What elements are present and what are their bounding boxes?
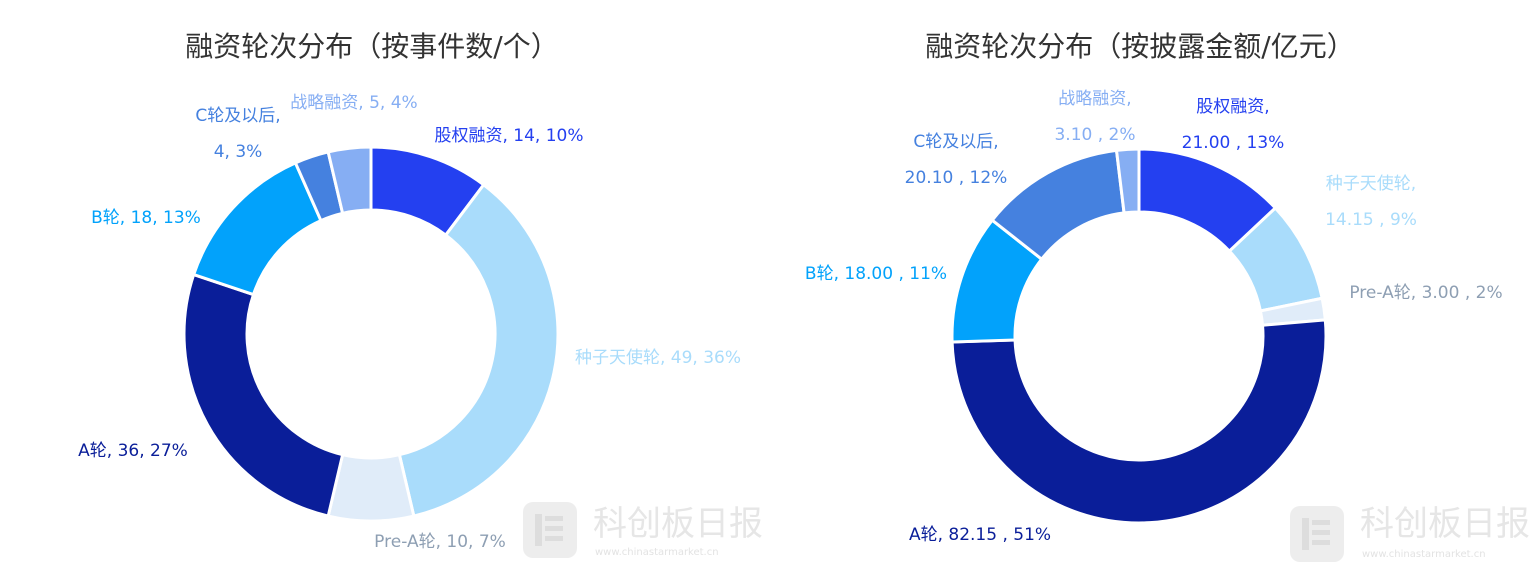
slice-label: C轮及以后, 20.10 , 12% (905, 132, 1008, 188)
slices (950, 147, 1328, 525)
slice-label: 股权融资, 14, 10% (434, 126, 583, 146)
watermark-url: www.chinastarmarket.cn (1362, 549, 1486, 560)
slice-label: B轮, 18.00 , 11% (805, 264, 947, 284)
watermark-text: 科创板日报 (593, 504, 763, 544)
slice-label: Pre-A轮, 3.00 , 2% (1349, 283, 1502, 303)
slice-A轮 (950, 318, 1328, 525)
slice-战略融资 (326, 145, 373, 216)
slice-战略融资 (1114, 147, 1141, 215)
slice-label: 种子天使轮, 49, 36% (575, 347, 741, 368)
slices (182, 145, 560, 523)
slice-label: A轮, 82.15 , 51% (909, 525, 1051, 545)
slice-labels: 股权融资, 21.00 , 13% 种子天使轮, 14.15 , 9% Pre-A轮, … (805, 89, 1503, 545)
chart-title: 融资轮次分布（按披露金额/亿元） (925, 30, 1354, 63)
donut-chart-by-amount: 融资轮次分布（按披露金额/亿元） 股权融资, 21.00 , 13% 种子天使轮, 1… (805, 30, 1503, 545)
slice-label: A轮, 36, 27% (78, 441, 188, 461)
watermark: 科创板日报 www.chinastarmarket.cn (523, 502, 763, 558)
slice-label: 股权融资, 21.00 , 13% (1182, 97, 1285, 153)
slice-label: 种子天使轮, 14.15 , 9% (1325, 173, 1417, 230)
watermark-text: 科创板日报 (1360, 504, 1530, 544)
slice-label: Pre-A轮, 10, 7% (374, 532, 506, 552)
slice-label: B轮, 18, 13% (91, 208, 201, 228)
watermark: www.chinastarmarket.cn 科创板日报 www.chinast… (1290, 504, 1530, 562)
slice-label: C轮及以后, 4, 3% (195, 106, 280, 162)
slice-label: 战略融资, 5, 4% (290, 93, 417, 113)
slice-A轮 (182, 272, 345, 518)
slice-种子天使轮 (397, 182, 560, 518)
donut-chart-by-count: 融资轮次分布（按事件数/个） 股权融资, 14, 10% 种子天使轮, 49, 3… (78, 30, 741, 552)
slice-B轮 (191, 160, 323, 297)
chart-title: 融资轮次分布（按事件数/个） (185, 30, 558, 63)
slice-label: 战略融资, 3.10 , 2% (1054, 89, 1135, 145)
watermark-url: www.chinastarmarket.cn (595, 547, 719, 558)
slice-labels: 股权融资, 14, 10% 种子天使轮, 49, 36% Pre-A轮, 10, 7… (78, 93, 741, 552)
